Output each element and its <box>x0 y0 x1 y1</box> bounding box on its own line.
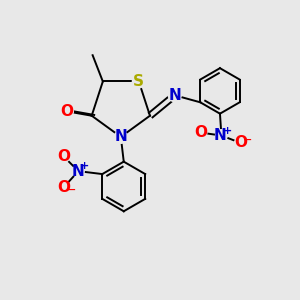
Circle shape <box>168 89 181 102</box>
Text: O: O <box>194 125 208 140</box>
Circle shape <box>58 182 70 193</box>
Text: N: N <box>214 128 226 143</box>
Circle shape <box>235 137 246 149</box>
Circle shape <box>58 151 70 162</box>
Text: −: − <box>66 185 76 195</box>
Text: O: O <box>234 135 247 150</box>
Text: N: N <box>115 129 127 144</box>
Circle shape <box>114 130 127 143</box>
Text: O: O <box>60 104 74 119</box>
Text: O: O <box>57 180 70 195</box>
Text: O: O <box>57 149 70 164</box>
Text: −: − <box>243 135 252 145</box>
Circle shape <box>132 75 145 88</box>
Circle shape <box>195 127 207 139</box>
Text: N: N <box>72 164 85 178</box>
Text: N: N <box>168 88 181 103</box>
Text: +: + <box>223 126 232 136</box>
Circle shape <box>73 165 84 177</box>
Text: +: + <box>80 161 89 171</box>
Circle shape <box>216 130 227 141</box>
Circle shape <box>61 105 73 118</box>
Text: S: S <box>133 74 144 89</box>
